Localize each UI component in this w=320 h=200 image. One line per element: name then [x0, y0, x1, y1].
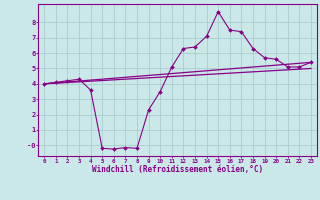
- X-axis label: Windchill (Refroidissement éolien,°C): Windchill (Refroidissement éolien,°C): [92, 165, 263, 174]
